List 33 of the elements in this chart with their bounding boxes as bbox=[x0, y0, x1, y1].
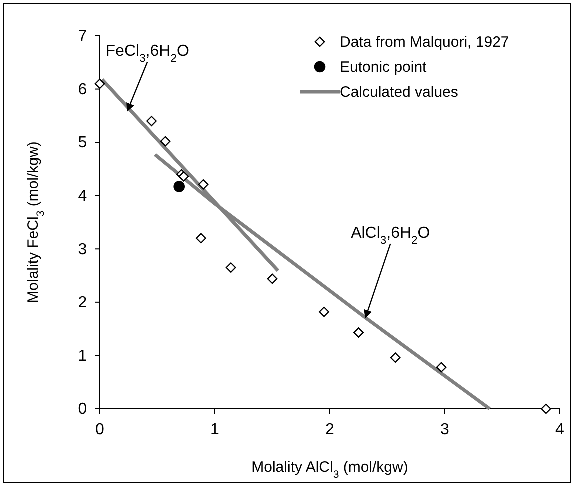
y-tick-label: 2 bbox=[78, 294, 88, 312]
y-tick-label: 3 bbox=[78, 241, 88, 258]
y-tick-label: 0 bbox=[78, 401, 88, 418]
legend-label: Calculated values bbox=[340, 84, 458, 101]
point bbox=[267, 274, 278, 284]
y-tick-label: 1 bbox=[78, 348, 88, 365]
point bbox=[196, 233, 206, 244]
point bbox=[198, 179, 209, 190]
point bbox=[94, 78, 106, 90]
x-axis-title: Molality AlCl$_{3}$ (mol/kgw) bbox=[252, 459, 408, 481]
point bbox=[436, 362, 447, 373]
y-tick-label: 6 bbox=[78, 81, 88, 98]
point bbox=[319, 306, 330, 318]
x-tick-label: 0 bbox=[96, 422, 105, 439]
y-tick-label: 7 bbox=[78, 28, 88, 46]
y-tick-label: 5 bbox=[78, 134, 88, 152]
annotation: FeCl$_{3}$,6H$_{2}$O bbox=[106, 43, 190, 66]
point bbox=[226, 262, 236, 273]
point bbox=[160, 136, 171, 147]
x-tick-label: 2 bbox=[326, 422, 335, 439]
x-tick-label: 4 bbox=[556, 422, 565, 439]
legend-label: Data from Malquori, 1927 bbox=[340, 34, 510, 51]
point bbox=[390, 352, 401, 364]
y-tick-label: 4 bbox=[78, 188, 88, 205]
annotation: AlCl$_{3}$,6H$_{2}$O bbox=[351, 224, 430, 247]
point bbox=[146, 116, 157, 126]
x-tick-label: 3 bbox=[440, 422, 450, 439]
point bbox=[354, 328, 364, 338]
point bbox=[174, 181, 185, 192]
point bbox=[178, 171, 190, 182]
x-tick-label: 1 bbox=[210, 422, 220, 439]
point bbox=[541, 404, 552, 414]
legend-label: Eutonic point bbox=[340, 59, 428, 76]
